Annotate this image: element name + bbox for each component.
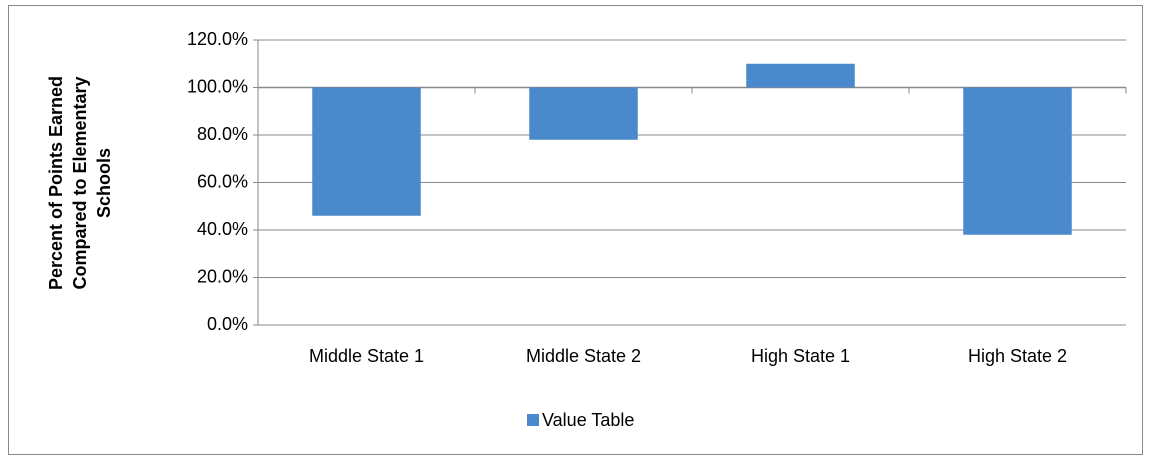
y-tick-label: 60.0% bbox=[197, 171, 248, 191]
y-tick-label: 40.0% bbox=[197, 219, 248, 239]
bar bbox=[963, 87, 1072, 235]
bar bbox=[312, 87, 421, 216]
y-tick-label: 80.0% bbox=[197, 124, 248, 144]
bar bbox=[746, 63, 855, 88]
chart-border bbox=[8, 5, 1143, 455]
y-tick-label: 120.0% bbox=[187, 29, 248, 49]
x-tick-label: High State 1 bbox=[751, 346, 850, 366]
x-tick-label: Middle State 2 bbox=[526, 346, 641, 366]
y-axis-title: Percent of Points Earned Compared to Ele… bbox=[46, 75, 114, 291]
legend-label: Value Table bbox=[542, 410, 634, 430]
x-tick-label: High State 2 bbox=[968, 346, 1067, 366]
y-tick-label: 20.0% bbox=[197, 266, 248, 286]
y-tick-label: 0.0% bbox=[207, 314, 248, 334]
legend-swatch bbox=[527, 414, 539, 426]
y-tick-label: 100.0% bbox=[187, 76, 248, 96]
x-tick-label: Middle State 1 bbox=[309, 346, 424, 366]
bar bbox=[529, 87, 638, 140]
